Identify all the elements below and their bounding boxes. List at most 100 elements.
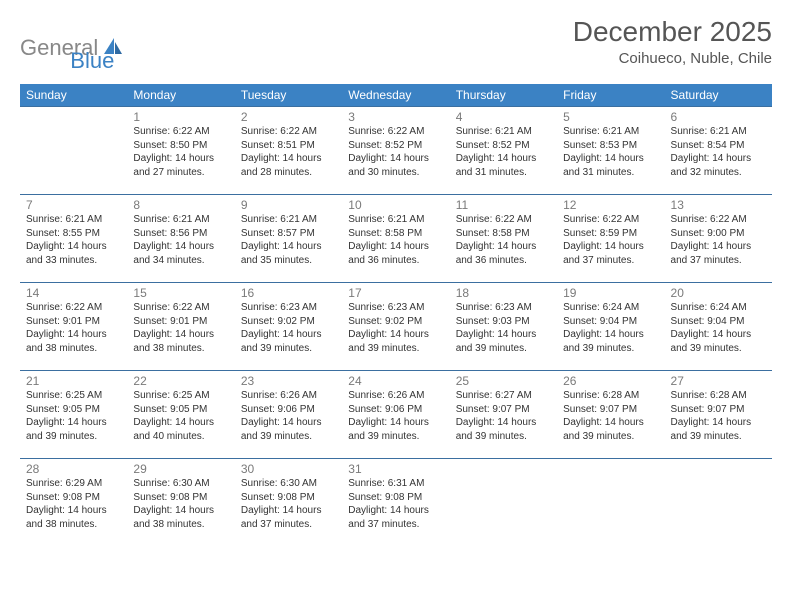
sunset-text: Sunset: 9:06 PM (241, 403, 336, 417)
sunrise-text: Sunrise: 6:23 AM (456, 301, 551, 315)
daylight-text: and 37 minutes. (671, 254, 766, 268)
day-info: Sunrise: 6:21 AMSunset: 8:52 PMDaylight:… (456, 125, 551, 179)
weekday-header: Sunday (20, 84, 127, 107)
sunset-text: Sunset: 9:08 PM (241, 491, 336, 505)
day-info: Sunrise: 6:22 AMSunset: 8:58 PMDaylight:… (456, 213, 551, 267)
day-number: 29 (133, 462, 228, 476)
sunset-text: Sunset: 9:04 PM (671, 315, 766, 329)
day-number: 4 (456, 110, 551, 124)
day-number: 24 (348, 374, 443, 388)
calendar-day-cell: 12Sunrise: 6:22 AMSunset: 8:59 PMDayligh… (557, 195, 664, 283)
logo: General Blue (20, 22, 114, 74)
calendar-empty-cell (665, 459, 772, 547)
sunrise-text: Sunrise: 6:21 AM (26, 213, 121, 227)
day-number: 8 (133, 198, 228, 212)
daylight-text: Daylight: 14 hours (241, 328, 336, 342)
sunset-text: Sunset: 9:05 PM (26, 403, 121, 417)
day-info: Sunrise: 6:21 AMSunset: 8:55 PMDaylight:… (26, 213, 121, 267)
daylight-text: Daylight: 14 hours (671, 240, 766, 254)
calendar-table: SundayMondayTuesdayWednesdayThursdayFrid… (20, 84, 772, 547)
calendar-day-cell: 15Sunrise: 6:22 AMSunset: 9:01 PMDayligh… (127, 283, 234, 371)
day-info: Sunrise: 6:22 AMSunset: 9:00 PMDaylight:… (671, 213, 766, 267)
sunrise-text: Sunrise: 6:28 AM (671, 389, 766, 403)
header: General Blue December 2025 Coihueco, Nub… (20, 16, 772, 74)
day-info: Sunrise: 6:23 AMSunset: 9:02 PMDaylight:… (348, 301, 443, 355)
day-info: Sunrise: 6:24 AMSunset: 9:04 PMDaylight:… (563, 301, 658, 355)
calendar-week-row: 7Sunrise: 6:21 AMSunset: 8:55 PMDaylight… (20, 195, 772, 283)
calendar-day-cell: 2Sunrise: 6:22 AMSunset: 8:51 PMDaylight… (235, 107, 342, 195)
sunset-text: Sunset: 9:03 PM (456, 315, 551, 329)
day-info: Sunrise: 6:21 AMSunset: 8:53 PMDaylight:… (563, 125, 658, 179)
sunset-text: Sunset: 9:02 PM (241, 315, 336, 329)
daylight-text: and 30 minutes. (348, 166, 443, 180)
sunrise-text: Sunrise: 6:22 AM (26, 301, 121, 315)
calendar-day-cell: 29Sunrise: 6:30 AMSunset: 9:08 PMDayligh… (127, 459, 234, 547)
calendar-day-cell: 28Sunrise: 6:29 AMSunset: 9:08 PMDayligh… (20, 459, 127, 547)
sunset-text: Sunset: 8:58 PM (456, 227, 551, 241)
daylight-text: Daylight: 14 hours (456, 328, 551, 342)
calendar-day-cell: 7Sunrise: 6:21 AMSunset: 8:55 PMDaylight… (20, 195, 127, 283)
calendar-day-cell: 14Sunrise: 6:22 AMSunset: 9:01 PMDayligh… (20, 283, 127, 371)
daylight-text: Daylight: 14 hours (563, 240, 658, 254)
daylight-text: and 39 minutes. (456, 430, 551, 444)
calendar-day-cell: 23Sunrise: 6:26 AMSunset: 9:06 PMDayligh… (235, 371, 342, 459)
daylight-text: and 37 minutes. (348, 518, 443, 532)
day-number: 10 (348, 198, 443, 212)
daylight-text: and 38 minutes. (133, 342, 228, 356)
daylight-text: and 39 minutes. (456, 342, 551, 356)
daylight-text: and 39 minutes. (671, 430, 766, 444)
sunset-text: Sunset: 8:51 PM (241, 139, 336, 153)
sunset-text: Sunset: 8:57 PM (241, 227, 336, 241)
calendar-day-cell: 20Sunrise: 6:24 AMSunset: 9:04 PMDayligh… (665, 283, 772, 371)
daylight-text: and 28 minutes. (241, 166, 336, 180)
daylight-text: Daylight: 14 hours (563, 328, 658, 342)
sunrise-text: Sunrise: 6:23 AM (348, 301, 443, 315)
sunset-text: Sunset: 8:59 PM (563, 227, 658, 241)
calendar-week-row: 21 Sunrise: 6:25 AMSunset: 9:05 PMDayligh… (20, 371, 772, 459)
day-number: 3 (348, 110, 443, 124)
daylight-text: Daylight: 14 hours (133, 328, 228, 342)
day-number: 21 (26, 374, 121, 388)
calendar-body: 1 Sunrise: 6:22 AM Sunset: 8:50 PM Daylight… (20, 107, 772, 547)
sunrise-text: Sunrise: 6:22 AM (348, 125, 443, 139)
calendar-day-cell: 26Sunrise: 6:28 AMSunset: 9:07 PMDayligh… (557, 371, 664, 459)
daylight-text: Daylight: 14 hours (563, 152, 658, 166)
daylight-text: and 35 minutes. (241, 254, 336, 268)
daylight-text: and 34 minutes. (133, 254, 228, 268)
calendar-day-cell: 9Sunrise: 6:21 AMSunset: 8:57 PMDaylight… (235, 195, 342, 283)
day-number: 31 (348, 462, 443, 476)
sunset-text: Sunset: 8:53 PM (563, 139, 658, 153)
day-number: 1 (133, 110, 228, 124)
sunset-text: Sunset: 9:07 PM (671, 403, 766, 417)
sunset-text: Sunset: 8:50 PM (133, 139, 228, 153)
sunset-text: Sunset: 9:06 PM (348, 403, 443, 417)
sunrise-text: Sunrise: 6:23 AM (241, 301, 336, 315)
sunrise-text: Sunrise: 6:31 AM (348, 477, 443, 491)
daylight-text: and 38 minutes. (26, 342, 121, 356)
sunrise-text: Sunrise: 6:29 AM (26, 477, 121, 491)
daylight-text: Daylight: 14 hours (133, 416, 228, 430)
weekday-header: Tuesday (235, 84, 342, 107)
calendar-day-cell: 3Sunrise: 6:22 AMSunset: 8:52 PMDaylight… (342, 107, 449, 195)
calendar-day-cell: 1Sunrise: 6:22 AMSunset: 8:50 PMDaylight… (127, 107, 234, 195)
sunrise-text: Sunrise: 6:21 AM (133, 213, 228, 227)
calendar-day-cell: 8Sunrise: 6:21 AMSunset: 8:56 PMDaylight… (127, 195, 234, 283)
daylight-text: and 31 minutes. (563, 166, 658, 180)
day-info: Sunrise: 6:24 AMSunset: 9:04 PMDaylight:… (671, 301, 766, 355)
daylight-text: and 38 minutes. (133, 518, 228, 532)
day-info: Sunrise: 6:23 AMSunset: 9:02 PMDaylight:… (241, 301, 336, 355)
sunrise-text: Sunrise: 6:21 AM (563, 125, 658, 139)
day-number: 11 (456, 198, 551, 212)
calendar-day-cell: 25Sunrise: 6:27 AMSunset: 9:07 PMDayligh… (450, 371, 557, 459)
day-info: Sunrise: 6:22 AMSunset: 8:52 PMDaylight:… (348, 125, 443, 179)
sunset-text: Sunset: 9:05 PM (133, 403, 228, 417)
daylight-text: Daylight: 14 hours (671, 328, 766, 342)
daylight-text: and 32 minutes. (671, 166, 766, 180)
day-info: Sunrise: 6:25 AMSunset: 9:05 PMDaylight:… (133, 389, 228, 443)
sunrise-text: Sunrise: 6:22 AM (456, 213, 551, 227)
day-info: Sunrise: 6:23 AMSunset: 9:03 PMDaylight:… (456, 301, 551, 355)
calendar-empty-cell (450, 459, 557, 547)
calendar-day-cell: 24Sunrise: 6:26 AMSunset: 9:06 PMDayligh… (342, 371, 449, 459)
sunset-text: Sunset: 9:04 PM (563, 315, 658, 329)
calendar-day-cell: 22Sunrise: 6:25 AMSunset: 9:05 PMDayligh… (127, 371, 234, 459)
